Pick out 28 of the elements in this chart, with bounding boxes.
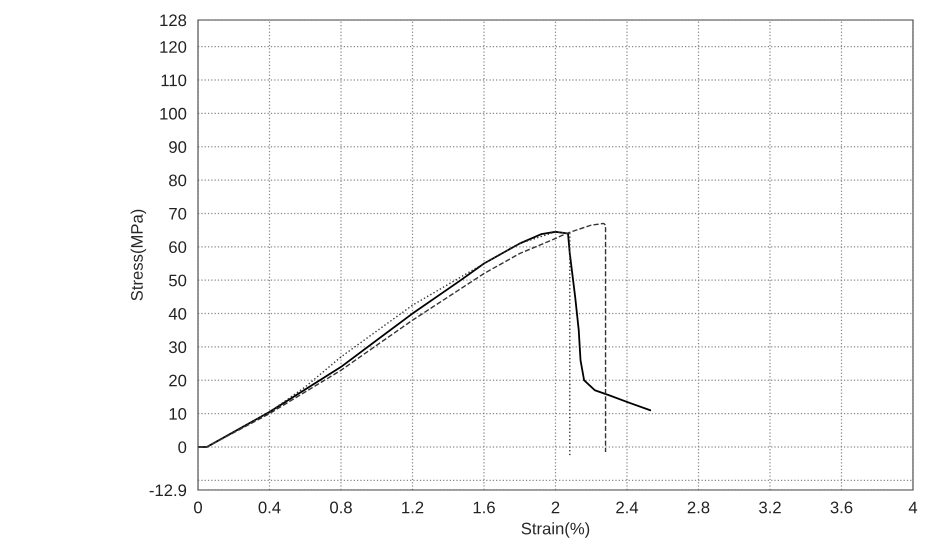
x-tick-label: 4 [908,502,918,514]
y-tick-label: 50 [169,274,186,286]
x-tick-label: 1.2 [402,502,424,514]
x-tick-label: 0.8 [330,502,352,514]
x-tick-label: 3.6 [830,502,852,514]
x-tick-label: 1.6 [474,502,495,514]
y-tick-label: 90 [169,141,186,153]
y-tick-label: 10 [170,408,186,420]
x-tick-label: 2.4 [616,502,638,514]
y-tick-label: 30 [168,341,186,354]
x-tick-label: 0.4 [258,502,281,514]
y-tick-label: 110 [162,74,186,86]
y-tick-label: 128 [160,14,186,26]
y-tick-label: 40 [168,308,186,320]
y-tick-label: -12.9 [150,484,186,496]
y-axis-title: Stress(MPa) [130,210,146,301]
y-tick-label: 80 [169,174,186,186]
x-tick-label: 2 [552,502,560,514]
x-axis-title: Strain(%) [522,522,590,538]
y-tick-label: 70 [169,208,186,220]
x-tick-label: 3.2 [759,502,781,514]
y-tick-label: 20 [169,374,186,386]
y-tick-label: 100 [160,108,186,120]
x-tick-label: 0 [194,502,202,514]
y-tick-label: 0 [178,441,186,454]
y-tick-label: 120 [160,41,186,53]
y-tick-label: 60 [169,241,186,254]
x-tick-label: 2.8 [688,502,710,514]
